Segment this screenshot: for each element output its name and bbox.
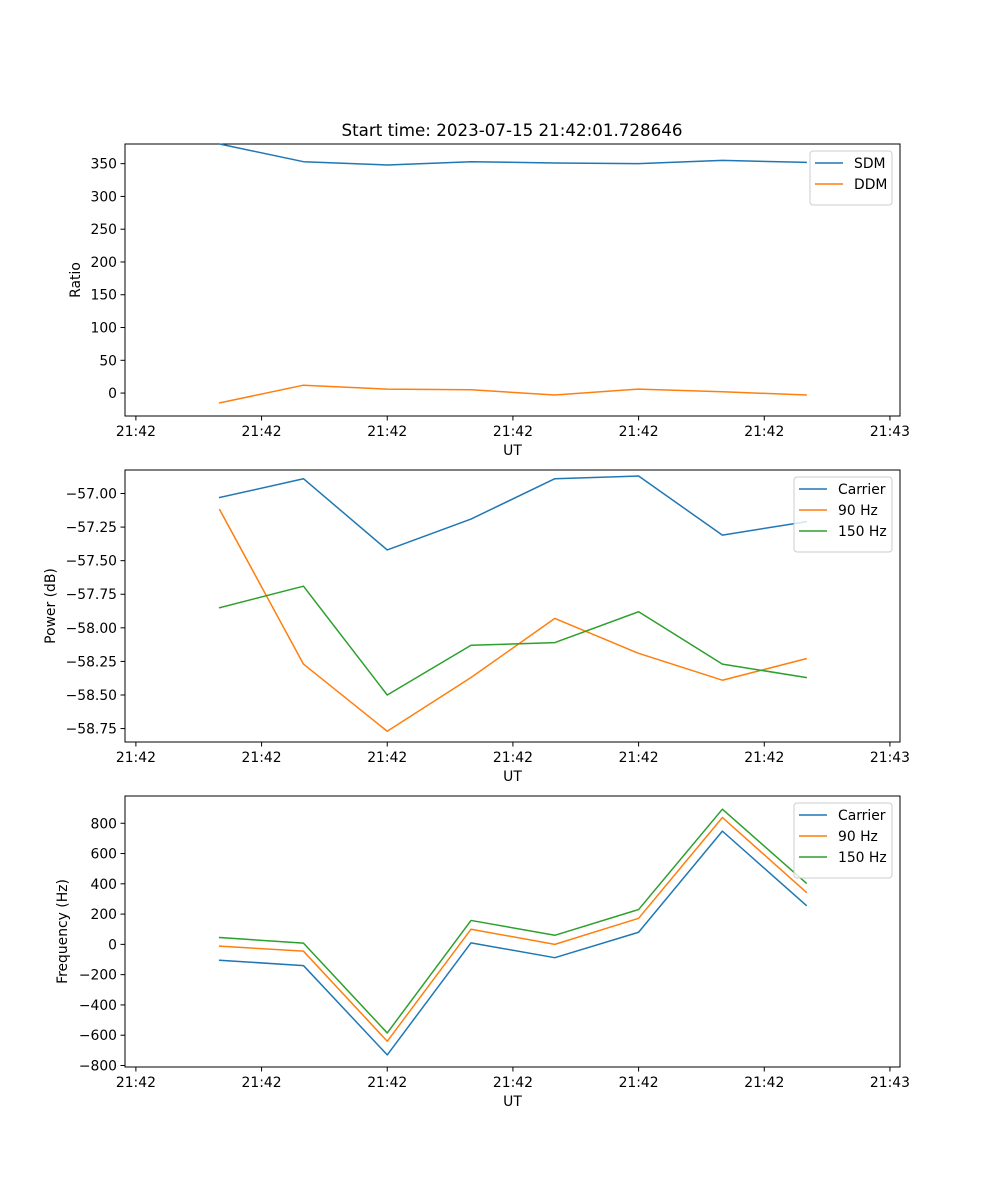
x-tick-label: 21:42 [619, 750, 659, 766]
y-tick-label: 600 [90, 847, 117, 863]
legend-entry: SDM [854, 156, 886, 172]
x-tick-label: 21:42 [367, 424, 407, 440]
legend: Carrier 90 Hz 150 Hz [793, 476, 893, 553]
x-tick-label: 21:43 [870, 750, 910, 766]
legend-entry: Carrier [838, 808, 886, 824]
series-line-ddm [218, 384, 807, 404]
y-axis-label: Frequency (Hz) [55, 879, 71, 984]
x-axis-label: UT [503, 769, 522, 785]
x-tick-label: 21:42 [242, 1075, 282, 1091]
legend: SDM DDM [809, 150, 893, 206]
y-tick-label: 800 [90, 816, 117, 832]
x-tick-label: 21:42 [493, 750, 533, 766]
x-axis-label: UT [503, 1094, 522, 1110]
legend: Carrier 90 Hz 150 Hz [793, 802, 893, 879]
x-tick-label: 21:42 [744, 1075, 784, 1091]
y-tick-label: 350 [90, 157, 117, 173]
x-tick-label: 21:42 [744, 750, 784, 766]
x-tick-label: 21:42 [744, 424, 784, 440]
x-tick-label: 21:42 [493, 424, 533, 440]
y-tick-label: −58.00 [66, 621, 117, 637]
series-line-sdm [218, 143, 807, 166]
series-line-150-hz [218, 585, 808, 696]
series-line-90-hz [218, 508, 808, 733]
y-tick-label: 300 [90, 189, 117, 205]
x-tick-label: 21:43 [870, 424, 910, 440]
y-axis-label: Power (dB) [43, 568, 59, 644]
x-axis-label: UT [503, 443, 522, 459]
x-tick-label: 21:42 [116, 424, 156, 440]
chart-2: 21:42 21:42 21:42 21:42 21:42 21:42 21:43 −57.0… [43, 469, 910, 785]
x-tick-label: 21:42 [242, 424, 282, 440]
series-line-carrier [218, 830, 808, 1056]
x-tick-label: 21:42 [242, 750, 282, 766]
series-line-90-hz [218, 816, 808, 1043]
y-tick-label: 0 [108, 937, 117, 953]
legend-box [809, 150, 893, 206]
y-tick-label: −600 [79, 1028, 117, 1044]
legend-entry: Carrier [838, 482, 886, 498]
x-tick-label: 21:42 [116, 750, 156, 766]
y-tick-label: 50 [99, 353, 117, 369]
chart-1: 21:42 21:42 21:42 21:42 21:42 21:42 21:43 0 50 10… [68, 143, 910, 459]
y-tick-label: 150 [90, 288, 117, 304]
legend-entry: 90 Hz [838, 503, 878, 519]
legend-entry: 150 Hz [838, 850, 887, 866]
x-tick-label: 21:42 [367, 750, 407, 766]
y-tick-label: 100 [90, 321, 117, 337]
y-tick-label: 200 [90, 255, 117, 271]
y-tick-label: −58.50 [66, 688, 117, 704]
y-tick-label: −800 [79, 1058, 117, 1074]
y-tick-label: 250 [90, 222, 117, 238]
x-tick-label: 21:43 [870, 1075, 910, 1091]
legend-entry: 150 Hz [838, 524, 887, 540]
figure-title: Start time: 2023-07-15 21:42:01.728646 [342, 120, 683, 140]
series-line-150-hz [218, 808, 808, 1034]
x-tick-label: 21:42 [367, 1075, 407, 1091]
x-tick-label: 21:42 [619, 424, 659, 440]
y-tick-label: −58.25 [66, 654, 117, 670]
y-axis-label: Ratio [68, 262, 84, 298]
y-tick-label: −58.75 [66, 722, 117, 738]
y-tick-label: −57.25 [66, 520, 117, 536]
y-tick-label: 200 [90, 907, 117, 923]
y-tick-label: −57.75 [66, 587, 117, 603]
legend-entry: 90 Hz [838, 829, 878, 845]
legend-box [793, 802, 893, 879]
x-tick-label: 21:42 [493, 1075, 533, 1091]
chart-3: 21:42 21:42 21:42 21:42 21:42 21:42 21:43 −800 −… [55, 795, 910, 1110]
y-tick-label: −200 [79, 968, 117, 984]
x-tick-label: 21:42 [116, 1075, 156, 1091]
legend-box [793, 476, 893, 553]
y-tick-label: 0 [108, 386, 117, 402]
series-line-carrier [218, 475, 808, 551]
y-tick-label: 400 [90, 877, 117, 893]
y-tick-label: −57.00 [66, 487, 117, 503]
y-tick-label: −400 [79, 998, 117, 1014]
x-tick-label: 21:42 [619, 1075, 659, 1091]
legend-entry: DDM [854, 177, 887, 193]
y-tick-label: −57.50 [66, 554, 117, 570]
